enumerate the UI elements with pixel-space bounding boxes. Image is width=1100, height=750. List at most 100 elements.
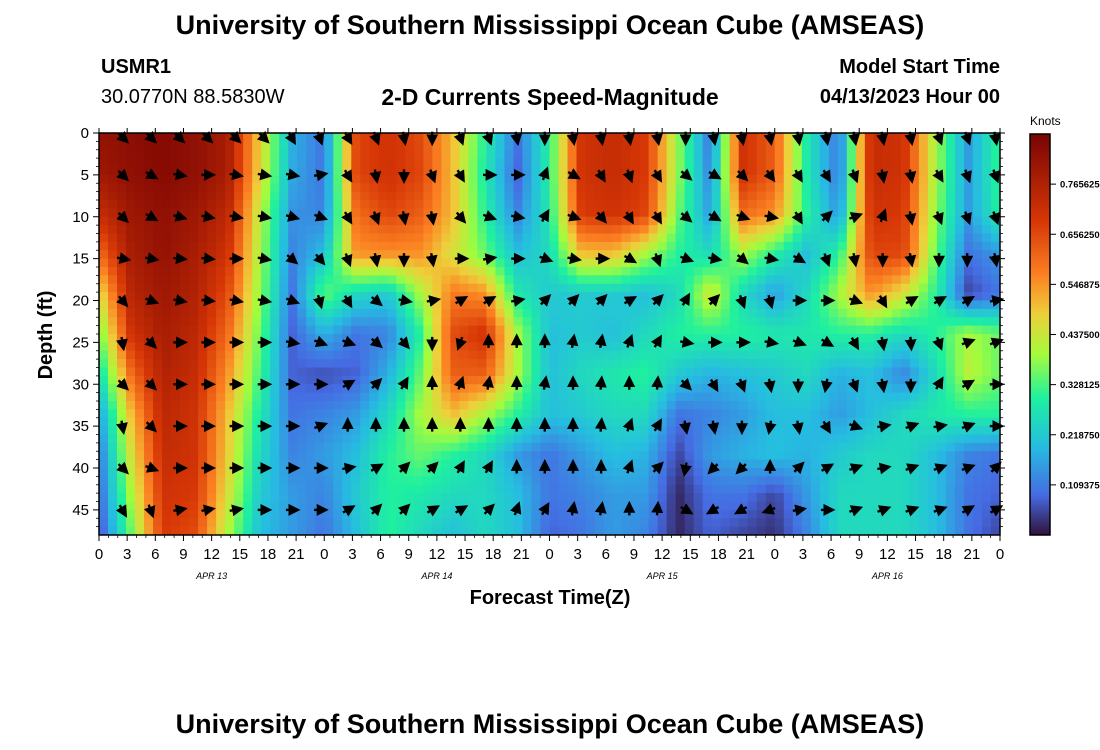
heatmap-cell [675,526,686,535]
heatmap-cell [351,216,361,226]
heatmap-cell [252,292,262,302]
heatmap-cell [576,141,587,151]
heatmap-cell [333,325,343,335]
heatmap-cell [963,308,974,318]
heatmap-cell [135,392,145,402]
heatmap-cell [837,292,848,302]
heatmap-cell [945,141,956,151]
heatmap-cell [423,518,433,528]
current-arrow [764,335,780,348]
heatmap-cell [180,518,190,528]
current-arrow [256,130,270,144]
heatmap-cell [297,518,307,528]
heatmap-cell [963,401,974,410]
heatmap-cell [198,174,208,184]
heatmap-cell [180,267,190,276]
heatmap-cell [702,334,713,343]
heatmap-cell [441,426,451,436]
heatmap-cell [441,526,451,535]
heatmap-cell [576,233,587,243]
heatmap-cell [900,191,911,201]
heatmap-cell [432,208,442,218]
heatmap-cell [252,283,262,293]
heatmap-cell [864,359,875,369]
heatmap-cell [963,442,974,452]
heatmap-cell [927,158,938,168]
heatmap-cell [261,526,271,535]
heatmap-cell [765,241,776,251]
heatmap-cell [918,518,929,528]
heatmap-cell [243,375,253,385]
heatmap-cell [252,426,262,436]
heatmap-cell [846,225,857,235]
heatmap-cell [540,141,551,151]
heatmap-cell [387,350,397,360]
heatmap-cell [801,308,812,318]
heatmap-cell [234,493,244,503]
heatmap-cell [684,283,695,293]
heatmap-cell [99,484,109,494]
heatmap-cell [306,149,316,159]
heatmap-cell [666,334,677,343]
heatmap-cell [486,493,497,503]
heatmap-cell [666,267,677,276]
heatmap-cell [522,183,533,193]
heatmap-cell [882,409,893,419]
heatmap-cell [657,283,668,293]
heatmap-cell [468,468,479,477]
heatmap-cell [153,384,163,394]
heatmap-cell [756,174,767,184]
heatmap-cell [216,384,226,394]
heatmap-cell [801,359,812,369]
heatmap-cell [756,166,767,176]
heatmap-cell [441,442,451,452]
heatmap-cell [873,493,884,503]
heatmap-cell [576,442,587,452]
heatmap-cell [891,476,902,486]
heatmap-cell [504,200,515,209]
heatmap-cell [927,417,938,427]
heatmap-cell [99,434,109,444]
heatmap-cell [873,459,884,469]
heatmap-cell [522,526,533,535]
heatmap-cell [729,241,740,251]
current-arrow [229,294,245,306]
heatmap-cell [855,493,866,503]
heatmap-cell [171,241,181,251]
heatmap-cell [657,275,668,285]
heatmap-cell [279,191,289,201]
heatmap-cell [225,501,235,511]
heatmap-cell [414,233,424,243]
heatmap-cell [576,133,587,142]
heatmap-cell [576,300,587,310]
current-arrow [145,210,159,222]
heatmap-cell [432,308,442,318]
heatmap-cell [855,342,866,352]
heatmap-cell [720,300,731,310]
heatmap-cell [738,367,749,377]
current-arrow [228,130,242,144]
heatmap-cell [891,509,902,519]
heatmap-cell [837,417,848,427]
heatmap-cell [783,149,794,159]
heatmap-cell [306,442,316,452]
heatmap-cell [459,392,470,402]
heatmap-cell [855,442,866,452]
heatmap-cell [603,216,614,226]
heatmap-cell [774,191,785,201]
heatmap-cell [792,225,803,235]
heatmap-cell [837,459,848,469]
heatmap-cell [180,509,190,519]
heatmap-cell [594,158,605,168]
heatmap-cell [144,409,154,419]
heatmap-cell [549,526,560,535]
heatmap-cell [387,384,397,394]
heatmap-cell [540,401,551,410]
heatmap-cell [945,493,956,503]
heatmap-cell [144,283,154,293]
current-arrow [257,252,273,265]
current-arrow [397,211,410,226]
heatmap-cell [387,484,397,494]
heatmap-cell [711,451,722,461]
heatmap-cell [405,409,415,419]
